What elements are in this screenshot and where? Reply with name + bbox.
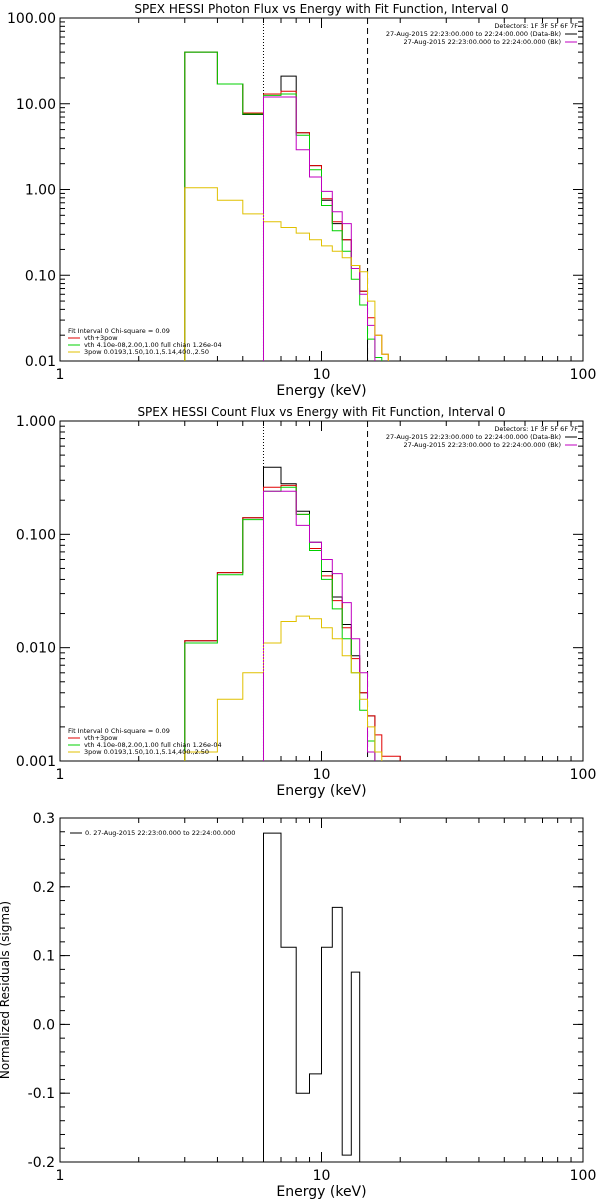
x-tick-label: 1 xyxy=(56,1168,65,1184)
y-tick-label: 100.00 xyxy=(7,11,56,27)
series-2-histogram xyxy=(184,51,389,361)
chart-panel-3: 1 10 100 Energy (keV) -0.2 -0.1 0.0 0.1 0.2 0.3 No… xyxy=(0,811,596,1200)
x-tick-label: 100 xyxy=(570,367,597,383)
y-tick-label: 0.0 xyxy=(33,1017,55,1033)
y-tick-label: 0.100 xyxy=(16,527,56,543)
y-tick-label: 0.1 xyxy=(33,949,55,965)
y-tick-label: 0.10 xyxy=(25,268,56,284)
series-4-histogram xyxy=(263,490,376,761)
chart-title: SPEX HESSI Count Flux vs Energy with Fit… xyxy=(137,405,505,419)
residual-legend-entry: 0. 27-Aug-2015 22:23:00.000 to 22:24:00.… xyxy=(85,829,235,837)
x-tick-label: 10 xyxy=(313,367,331,383)
plot-frame xyxy=(59,420,584,762)
series-1-histogram xyxy=(263,832,361,1162)
y-tick-label: 0.3 xyxy=(33,811,55,827)
fit-legend-entry: vth 4.10e-08,2.00,1.00 full chian 1.26e-… xyxy=(84,741,222,749)
chart-panel-1: SPEX HESSI Photon Flux vs Energy with Fi… xyxy=(7,2,596,399)
fit-legend-entry: vth+3pow xyxy=(84,334,118,342)
x-axis-label: Energy (keV) xyxy=(276,783,366,799)
series-3-histogram xyxy=(184,51,383,361)
y-axis-label: Normalized Residuals (sigma) xyxy=(0,901,12,1079)
x-tick-label: 1 xyxy=(56,767,65,783)
detectors-label: Detectors: 1F 3F 5F 6F 7F xyxy=(494,425,578,433)
fit-legend-header: Fit Interval 0 Chi-square = 0.09 xyxy=(68,727,170,735)
series-5-histogram xyxy=(184,615,383,761)
x-tick-label: 100 xyxy=(570,767,597,783)
y-tick-label: 0.010 xyxy=(16,641,56,657)
fit-legend-entry: 3pow 0.0193,1.50,10.1,5.14,400.,2.50 xyxy=(84,748,209,756)
fit-legend-entry: vth+3pow xyxy=(84,734,118,742)
x-tick-label: 1 xyxy=(56,367,65,383)
legend-right-entry: 27-Aug-2015 22:23:00.000 to 22:24:00.000… xyxy=(404,441,561,449)
series-1-histogram xyxy=(184,51,368,361)
chart-title: SPEX HESSI Photon Flux vs Energy with Fi… xyxy=(134,2,508,16)
y-tick-label: 1.000 xyxy=(16,414,56,430)
legend-right-entry: 27-Aug-2015 22:23:00.000 to 22:24:00.000… xyxy=(386,433,561,441)
y-tick-label: 10.00 xyxy=(16,97,56,113)
y-tick-label: 0.001 xyxy=(16,754,56,770)
y-tick-label: 0.2 xyxy=(33,880,55,896)
fit-legend-header: Fit Interval 0 Chi-square = 0.09 xyxy=(68,327,170,335)
series-1-histogram xyxy=(184,466,376,761)
detectors-label: Detectors: 1F 3F 5F 6F 7F xyxy=(494,22,578,30)
y-tick-label: 1.00 xyxy=(25,183,56,199)
series-5-histogram xyxy=(184,187,389,361)
x-tick-label: 10 xyxy=(313,767,331,783)
legend-right-entry: 27-Aug-2015 22:23:00.000 to 22:24:00.000… xyxy=(404,38,561,46)
x-tick-label: 100 xyxy=(570,1168,597,1184)
y-tick-label: 0.01 xyxy=(25,354,56,370)
fit-legend-entry: vth 4.10e-08,2.00,1.00 full chian 1.26e-… xyxy=(84,341,222,349)
series-4-histogram xyxy=(263,96,376,361)
x-axis-label: Energy (keV) xyxy=(276,1184,366,1200)
x-axis-label: Energy (keV) xyxy=(276,383,366,399)
chart-panel-2: SPEX HESSI Count Flux vs Energy with Fit… xyxy=(16,405,596,799)
y-tick-label: -0.2 xyxy=(28,1155,55,1171)
fit-legend-entry: 3pow 0.0193,1.50,10.1,5.14,400.,2.50 xyxy=(84,348,209,356)
legend-right-entry: 27-Aug-2015 22:23:00.000 to 22:24:00.000… xyxy=(386,30,561,38)
x-tick-label: 10 xyxy=(313,1168,331,1184)
y-tick-label: -0.1 xyxy=(28,1086,55,1102)
